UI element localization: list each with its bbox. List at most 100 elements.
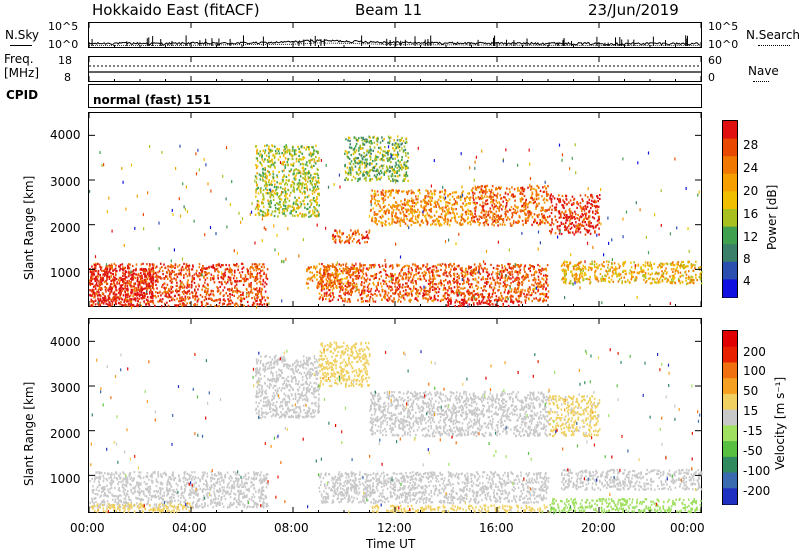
- velocity-cbar-tick-m200: -200: [743, 484, 771, 498]
- power-cell: [461, 207, 464, 210]
- power-cell: [164, 287, 166, 290]
- power-cell: [417, 289, 420, 292]
- power-cell: [659, 281, 661, 284]
- power-cell: [455, 267, 457, 271]
- power-cell: [144, 281, 147, 284]
- power-cell: [504, 286, 507, 289]
- power-cell: [330, 286, 332, 289]
- power-cell: [448, 193, 451, 196]
- power-cell: [343, 241, 346, 244]
- power-cell: [336, 276, 338, 280]
- power-cell: [649, 264, 651, 267]
- power-cell: [276, 181, 278, 184]
- power-cell: [521, 291, 523, 294]
- power-cell: [260, 292, 262, 295]
- power-cell: [441, 208, 444, 212]
- power-cell: [576, 281, 578, 284]
- power-cell: [376, 288, 378, 291]
- power-cell: [183, 262, 185, 265]
- power-colorbar-swatch: [723, 173, 737, 192]
- power-cell: [125, 304, 127, 307]
- power-cell: [591, 216, 594, 219]
- power-cell: [233, 274, 236, 277]
- power-cell: [453, 266, 456, 269]
- power-cell: [478, 268, 480, 271]
- power-cell: [123, 273, 125, 276]
- power-cell: [205, 287, 207, 290]
- power-cell: [378, 263, 380, 267]
- power-cell: [698, 275, 701, 279]
- power-cell: [216, 299, 218, 302]
- power-cell: [413, 201, 416, 205]
- power-cell: [486, 268, 488, 271]
- power-cell: [649, 273, 652, 276]
- power-cell: [540, 270, 543, 273]
- power-cell: [504, 265, 506, 268]
- power-cell: [409, 205, 411, 208]
- power-cell: [584, 194, 587, 197]
- power-cell: [201, 288, 203, 291]
- power-cell: [419, 278, 421, 281]
- power-cell: [581, 275, 583, 278]
- power-cell: [395, 201, 398, 204]
- power-cell: [531, 223, 533, 226]
- power-cell: [106, 270, 108, 273]
- power-cell: [379, 294, 382, 297]
- power-cell: [108, 275, 110, 278]
- power-cell: [583, 227, 586, 230]
- power-cell: [118, 291, 120, 295]
- power-cell: [525, 276, 527, 279]
- power-cell: [496, 275, 498, 278]
- power-cell: [343, 292, 345, 295]
- power-cell: [392, 292, 394, 295]
- power-cell: [161, 266, 163, 269]
- power-cell: [542, 287, 544, 290]
- power-cell: [572, 231, 574, 234]
- power-cell: [461, 274, 463, 278]
- power-cell: [121, 268, 124, 271]
- power-cell: [572, 203, 575, 206]
- power-cell: [145, 268, 147, 271]
- power-cell: [608, 276, 610, 279]
- power-cell: [168, 271, 171, 274]
- power-cell: [213, 267, 216, 270]
- nsearch-legend-line: [758, 45, 790, 46]
- power-cell: [589, 232, 592, 235]
- power-cell: [438, 205, 440, 208]
- power-cell: [401, 286, 404, 289]
- power-cell: [338, 231, 341, 234]
- power-cell: [116, 281, 118, 284]
- power-cell: [573, 277, 576, 280]
- power-cell: [597, 265, 599, 268]
- power-cell: [444, 278, 447, 282]
- power-cell: [458, 277, 460, 280]
- power-cell: [430, 199, 433, 202]
- power-cell: [252, 267, 254, 270]
- power-cell: [424, 195, 426, 198]
- power-cell: [533, 266, 535, 269]
- power-cell: [504, 284, 507, 287]
- power-cell: [348, 271, 350, 274]
- power-cell: [533, 278, 536, 281]
- power-cell: [680, 274, 683, 277]
- power-cell: [471, 272, 474, 275]
- power-cell: [196, 303, 198, 306]
- power-cell: [529, 266, 531, 270]
- power-cell: [518, 294, 521, 297]
- power-cell: [124, 286, 126, 289]
- power-cell: [352, 279, 354, 283]
- power-cell: [243, 297, 246, 300]
- power-cell: [682, 260, 684, 263]
- power-cell: [480, 190, 482, 193]
- power-cell: [456, 264, 459, 268]
- power-cell: [326, 266, 328, 269]
- power-cell: [500, 294, 503, 297]
- power-cell: [184, 295, 187, 298]
- power-cell: [638, 271, 641, 274]
- power-cell: [118, 298, 121, 301]
- power-cell: [133, 272, 136, 275]
- power-cell: [622, 264, 624, 267]
- power-cell: [495, 199, 497, 202]
- power-cell: [374, 292, 376, 295]
- power-cell: [124, 294, 127, 297]
